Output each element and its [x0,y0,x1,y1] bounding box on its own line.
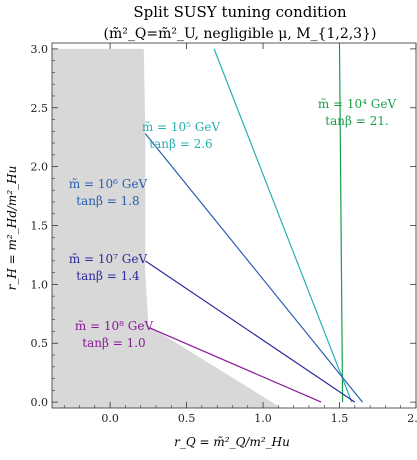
x-tick-label: 0.0 [101,412,119,425]
chart-subtitle: (m̃²_Q=m̃²_U, negligible μ, M_{1,2,3}) [104,26,377,42]
series-label-mass: m̃ = 10⁷ GeV [69,252,148,266]
x-tick-label: 2.0 [407,412,417,425]
y-tick-label: 1.0 [31,278,49,291]
series-label-mass: m̃ = 10⁸ GeV [75,319,154,333]
series-label-mass: m̃ = 10⁴ GeV [318,97,397,111]
x-tick-label: 1.5 [331,412,349,425]
label-layer: m̃ = 10⁴ GeV tanβ = 21. m̃ = 10⁵ GeV tanβ =… [69,97,397,350]
y-tick-label: 2.5 [31,102,49,115]
y-tick-label: 0.0 [31,396,49,409]
x-axis-label: r_Q = m̃²_Q/m²_Hu [174,435,290,449]
y-tick-label: 3.0 [31,43,49,56]
y-tick-label: 0.5 [31,337,49,350]
axes-layer: 0.0 0.5 1.0 1.5 2.0 0.0 0.5 1.0 1.5 2.0 2.5 3.0 [31,42,417,425]
excluded-region-layer [52,48,282,409]
series-label-tanbeta: tanβ = 1.4 [76,269,140,283]
series-line [213,48,353,403]
series-line [149,327,322,403]
chart-title: Split SUSY tuning condition [133,3,347,21]
y-tick-label: 1.5 [31,220,49,233]
series-label-tanbeta: tanβ = 2.6 [149,137,212,151]
x-tick-label: 1.0 [254,412,272,425]
series-label-mass: m̃ = 10⁶ GeV [69,177,148,191]
series-label-mass: m̃ = 10⁵ GeV [142,120,221,134]
series-label-tanbeta: tanβ = 21. [325,114,388,128]
excluded-region [52,48,282,409]
series-label-tanbeta: tanβ = 1.0 [82,336,145,350]
series-layer [144,48,363,403]
series-line [144,133,363,403]
y-tick-label: 2.0 [31,161,49,174]
series-label-tanbeta: tanβ = 1.8 [76,194,139,208]
series-line [338,48,344,403]
y-axis-label: r_H = m²_Hd/m²_Hu [5,166,19,291]
x-tick-label: 0.5 [178,412,196,425]
series-line [144,260,356,403]
